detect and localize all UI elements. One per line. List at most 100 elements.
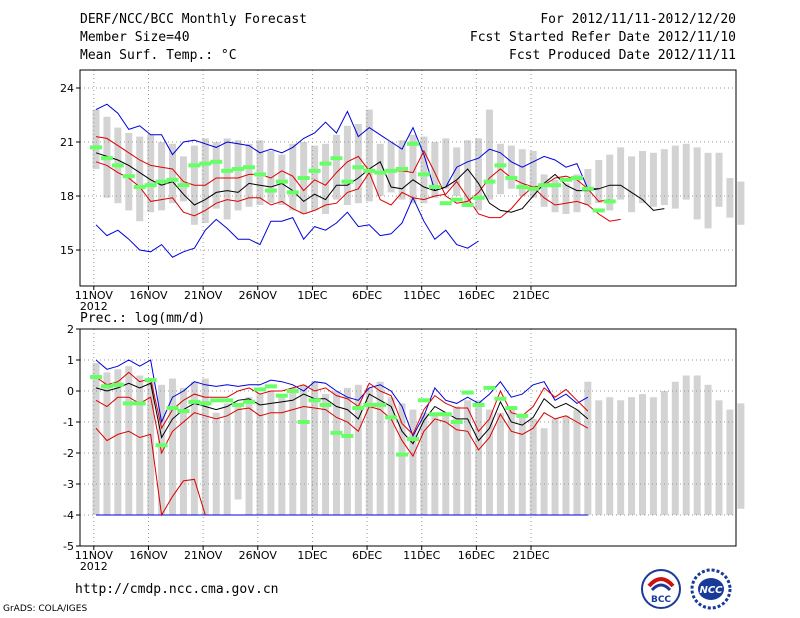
median-marker xyxy=(516,185,529,189)
ensemble-box xyxy=(584,381,592,515)
median-marker xyxy=(286,389,299,393)
x-tick-label: 6DEC xyxy=(352,289,382,302)
ensemble-box xyxy=(704,152,712,229)
median-marker xyxy=(100,384,113,389)
forecast-produced-date: Fcst Produced Date 2012/11/11 xyxy=(509,48,736,63)
ensemble-box xyxy=(671,381,679,515)
y-tick-label: 0 xyxy=(67,385,74,398)
ensemble-box xyxy=(485,409,493,515)
mean-line xyxy=(95,152,665,213)
ensemble-box xyxy=(496,412,504,515)
ensemble-box xyxy=(354,384,362,515)
ensemble-box xyxy=(551,418,559,515)
median-marker xyxy=(264,384,277,389)
ensemble-box xyxy=(628,397,636,515)
bcc-logo: BCC xyxy=(641,569,681,609)
median-marker xyxy=(199,161,212,166)
median-marker xyxy=(428,185,441,189)
x-tick-label: 26NOV xyxy=(239,549,278,562)
ensemble-box xyxy=(169,378,177,515)
min-line xyxy=(95,196,479,258)
mean-line xyxy=(95,382,589,445)
ensemble-box xyxy=(606,397,614,515)
median-marker xyxy=(210,398,223,403)
ensemble-box xyxy=(475,138,483,211)
median-marker xyxy=(155,443,168,448)
x-tick-label: 6DEC xyxy=(352,549,382,562)
ncc-logo-text: NCC xyxy=(699,585,723,596)
temperature-panel: 15 18 21 24 11NOV 16NOV 21NOV 26NOV 1DEC 6DEC 11DE… xyxy=(60,69,745,313)
median-marker xyxy=(461,203,474,207)
ensemble-box xyxy=(190,381,198,515)
ensemble-box xyxy=(639,151,646,204)
median-marker xyxy=(90,145,102,150)
x-tick-label: 11NOV xyxy=(75,549,114,562)
x-tick-label: 21DEC xyxy=(512,549,549,562)
ensemble-box xyxy=(125,366,133,515)
ensemble-box xyxy=(529,151,537,198)
median-marker xyxy=(253,387,266,392)
ensemble-box xyxy=(201,138,209,223)
ensemble-box xyxy=(704,384,712,515)
median-marker xyxy=(330,430,343,435)
ensemble-box xyxy=(649,152,657,207)
median-marker xyxy=(450,197,463,202)
median-marker xyxy=(483,385,496,390)
ensemble-box xyxy=(573,174,581,213)
median-marker xyxy=(494,163,507,168)
y-tick-label: -4 xyxy=(63,509,74,522)
ncc-logo: NCC xyxy=(690,568,732,610)
ensemble-box xyxy=(278,394,286,515)
sd-high-line xyxy=(95,136,610,204)
ensemble-box xyxy=(551,179,559,213)
y-tick-label: -3 xyxy=(63,478,74,491)
x-tick-label: 16DEC xyxy=(458,289,495,302)
sd-low-line xyxy=(95,396,589,458)
ensemble-box xyxy=(114,369,122,515)
ensemble-box xyxy=(540,174,548,207)
median-marker xyxy=(417,172,430,177)
median-marker xyxy=(188,163,201,168)
y-tick-label: 21 xyxy=(60,136,74,149)
median-marker xyxy=(570,176,583,180)
median-marker xyxy=(450,420,463,424)
median-marker xyxy=(505,176,518,180)
median-marker xyxy=(527,186,540,191)
ensemble-box xyxy=(409,134,417,204)
x-tick-label: 21NOV xyxy=(184,549,223,562)
median-marker xyxy=(363,402,376,407)
median-marker xyxy=(461,390,474,395)
ensemble-box xyxy=(376,143,384,196)
ensemble-box xyxy=(267,151,275,204)
ensemble-box xyxy=(420,412,428,515)
median-marker xyxy=(232,167,245,171)
ensemble-box xyxy=(628,156,636,213)
median-marker xyxy=(133,185,146,189)
ensemble-box xyxy=(343,387,351,515)
ensemble-box xyxy=(595,400,603,515)
y-tick-label: 15 xyxy=(60,244,74,257)
ensemble-box xyxy=(693,147,701,220)
ensemble-box xyxy=(212,142,220,209)
median-marker xyxy=(155,179,168,184)
plot-frame xyxy=(79,69,737,287)
median-marker xyxy=(144,183,157,188)
ensemble-box xyxy=(715,400,723,515)
median-marker xyxy=(483,179,496,184)
ensemble-box xyxy=(179,156,187,202)
ensemble-box xyxy=(518,149,526,196)
median-marker xyxy=(581,186,594,191)
chart-title: DERF/NCC/BCC Monthly Forecast xyxy=(80,12,307,27)
ensemble-box xyxy=(562,183,570,214)
x-tick-label: 1DEC xyxy=(297,289,327,302)
median-marker xyxy=(297,176,310,180)
sd-high-line xyxy=(95,371,589,436)
median-marker xyxy=(166,177,179,182)
plot-frame xyxy=(79,328,737,547)
median-marker xyxy=(406,141,419,146)
ensemble-box xyxy=(660,149,668,205)
median-marker xyxy=(221,398,234,403)
median-marker xyxy=(177,183,190,188)
source-url[interactable]: http://cmdp.ncc.cma.gov.cn xyxy=(75,582,279,597)
